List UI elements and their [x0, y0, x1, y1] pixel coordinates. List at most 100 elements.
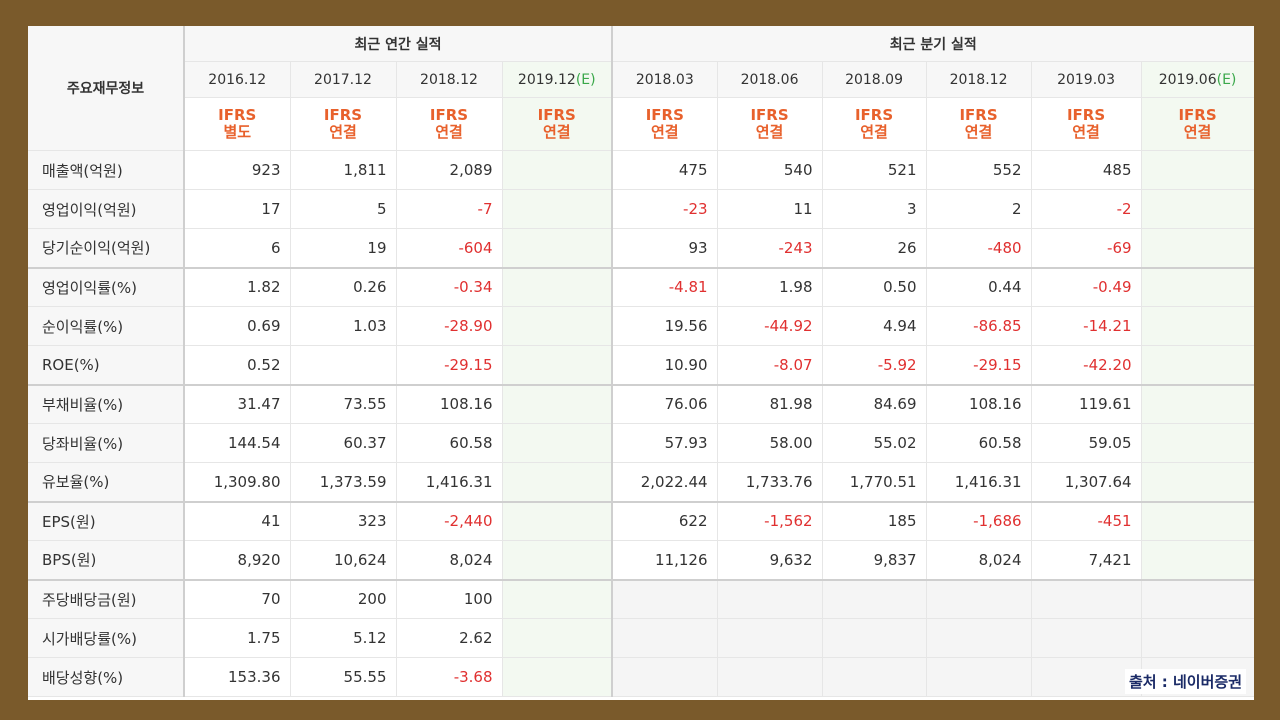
- cell-value: 55.02: [822, 423, 927, 463]
- cell-value: 485: [1031, 150, 1142, 190]
- cell-value: 144.54: [184, 423, 291, 463]
- cell-value: 19.56: [612, 306, 718, 346]
- cell-value: 323: [290, 500, 397, 541]
- cell-value: 1,416.31: [396, 462, 503, 502]
- cell-value: [502, 345, 614, 385]
- row-label: 당기순이익(억원): [28, 228, 185, 268]
- period-label: 2019.12: [517, 71, 576, 88]
- table-row: BPS(원) 8,920 10,624 8,024 11,126 9,632 9,837 8,…: [28, 540, 1254, 580]
- cell-value: -7: [396, 189, 503, 229]
- cell-value: [1031, 618, 1142, 658]
- standard-top: IFRS: [218, 106, 257, 124]
- cell-value: 60.58: [926, 423, 1032, 463]
- cell-value: 11: [717, 189, 823, 229]
- cell-value: 76.06: [612, 383, 718, 424]
- cell-value: 10.90: [612, 345, 718, 385]
- period-label: 2018.03: [635, 71, 694, 88]
- standard-bottom: 연결: [650, 123, 679, 141]
- cell-value: [502, 266, 614, 307]
- table-row: 당기순이익(억원) 6 19 -604 93 -243 26 -480 -69: [28, 228, 1254, 268]
- cell-value: [1141, 578, 1254, 619]
- quarter-title: 최근 분기 실적: [612, 26, 1254, 62]
- cell-value: [1031, 657, 1142, 697]
- cell-value: -5.92: [822, 345, 927, 385]
- cell-value: -1,686: [926, 500, 1032, 541]
- standard-bottom: 별도: [223, 123, 252, 141]
- cell-value: 0.69: [184, 306, 291, 346]
- cell-value: -86.85: [926, 306, 1032, 346]
- cell-value: [822, 657, 927, 697]
- period-header: 2019.03: [1031, 61, 1142, 98]
- cell-value: [926, 657, 1032, 697]
- standard-top: IFRS: [750, 106, 789, 124]
- period-header: 2017.12: [290, 61, 397, 98]
- cell-value: 0.44: [926, 266, 1032, 307]
- cell-value: [822, 618, 927, 658]
- cell-value: -69: [1031, 228, 1142, 268]
- cell-value: 73.55: [290, 383, 397, 424]
- cell-value: 200: [290, 578, 397, 619]
- cell-value: 622: [612, 500, 718, 541]
- cell-value: [502, 150, 614, 190]
- cell-value: 17: [184, 189, 291, 229]
- cell-value: 4.94: [822, 306, 927, 346]
- cell-value: 11,126: [612, 540, 718, 580]
- cell-value: 0.26: [290, 266, 397, 307]
- financial-table: 주요재무정보 최근 연간 실적 최근 분기 실적 2016.12 2017.12 2…: [28, 26, 1254, 697]
- row-label: ROE(%): [28, 345, 185, 385]
- cell-value: 119.61: [1031, 383, 1142, 424]
- cell-value: 1,373.59: [290, 462, 397, 502]
- cell-value: 185: [822, 500, 927, 541]
- cell-value: [502, 462, 614, 502]
- cell-value: [717, 578, 823, 619]
- accounting-standard: IFRS 연결: [926, 97, 1032, 151]
- table-row: 배당성향(%) 153.36 55.55 -3.68: [28, 657, 1254, 697]
- cell-value: [612, 657, 718, 697]
- cell-value: [502, 657, 614, 697]
- standard-bottom: 연결: [1072, 123, 1100, 141]
- accounting-standard: IFRS 연결: [290, 97, 397, 151]
- period-header: 2018.06: [717, 61, 823, 98]
- table-row: 영업이익률(%) 1.82 0.26 -0.34 -4.81 1.98 0.50 0.44 -0…: [28, 266, 1254, 307]
- cell-value: 8,024: [396, 540, 503, 580]
- cell-value: -8.07: [717, 345, 823, 385]
- cell-value: 6: [184, 228, 291, 268]
- cell-value: [502, 306, 614, 346]
- row-label: 주당배당금(원): [28, 578, 185, 619]
- row-label: 유보율(%): [28, 462, 185, 502]
- standard-top: IFRS: [645, 106, 684, 124]
- cell-value: [1141, 500, 1254, 541]
- cell-value: [1031, 578, 1142, 619]
- table-row: 부채비율(%) 31.47 73.55 108.16 76.06 81.98 84.69 10…: [28, 383, 1254, 424]
- cell-value: [290, 345, 397, 385]
- cell-value: [1141, 306, 1254, 346]
- cell-value: -2: [1031, 189, 1142, 229]
- table-row: 매출액(억원) 923 1,811 2,089 475 540 521 552 485: [28, 150, 1254, 190]
- cell-value: [612, 578, 718, 619]
- source-note: 출처 : 네이버증권: [1124, 669, 1246, 694]
- period-label: 2018.12: [949, 71, 1008, 88]
- cell-value: 59.05: [1031, 423, 1142, 463]
- cell-value: 1,416.31: [926, 462, 1032, 502]
- row-label: EPS(원): [28, 500, 185, 541]
- cell-value: -243: [717, 228, 823, 268]
- cell-value: -14.21: [1031, 306, 1142, 346]
- cell-value: 521: [822, 150, 927, 190]
- period-label: 2018.09: [845, 71, 903, 88]
- row-label: 부채비율(%): [28, 383, 185, 424]
- period-header: 2018.09: [822, 61, 927, 98]
- cell-value: -42.20: [1031, 345, 1142, 385]
- standard-top: IFRS: [1178, 106, 1217, 124]
- cell-value: [502, 189, 614, 229]
- standard-bottom: 연결: [860, 123, 888, 141]
- cell-value: [1141, 618, 1254, 658]
- cell-value: 153.36: [184, 657, 291, 697]
- period-header: 2019.12(E): [502, 61, 614, 98]
- cell-value: -23: [612, 189, 718, 229]
- cell-value: 9,837: [822, 540, 927, 580]
- accounting-standard: IFRS 연결: [396, 97, 503, 151]
- cell-value: [502, 228, 614, 268]
- cell-value: 5: [290, 189, 397, 229]
- accounting-standard: IFRS 연결: [1031, 97, 1142, 151]
- standard-bottom: 연결: [329, 123, 357, 141]
